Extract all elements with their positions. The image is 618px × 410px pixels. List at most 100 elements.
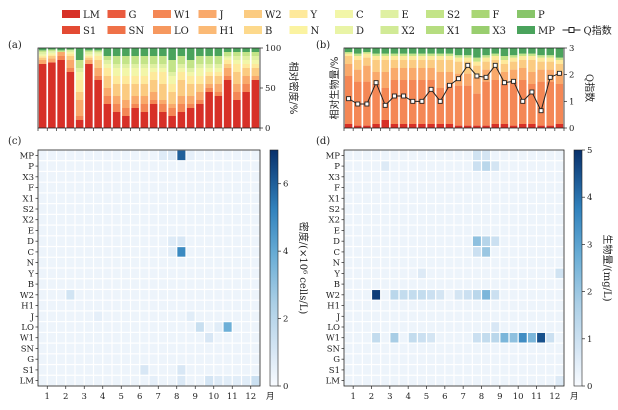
legend-swatch-h1 xyxy=(198,26,217,34)
heat-cell-s1-8 xyxy=(103,365,112,375)
bar-lm-7 xyxy=(399,124,408,128)
heat-cell-c-2 xyxy=(47,247,56,257)
y2-tick-label: 2 xyxy=(569,71,574,81)
heat-cell-n-8 xyxy=(103,257,112,268)
heat-cell-lm-3 xyxy=(362,375,371,386)
bar-w1-6 xyxy=(390,80,399,124)
bar-w2-22 xyxy=(537,61,545,70)
bar-c-17 xyxy=(186,72,195,76)
bar-s2-17 xyxy=(186,60,195,68)
heat-cell-lo-13 xyxy=(454,322,463,332)
bar-y-19 xyxy=(205,72,213,76)
bar-j-22 xyxy=(233,84,241,92)
bar-s2-4 xyxy=(66,49,75,51)
heat-cell-lo-10 xyxy=(121,322,130,332)
heat-cell-b-10 xyxy=(427,279,436,289)
heat-cell-w2-20 xyxy=(214,290,223,300)
heat-cell-x1-5 xyxy=(381,193,390,204)
heat-cell-s1-11 xyxy=(131,365,140,375)
heat-cell-sn-3 xyxy=(362,343,371,354)
heat-cell-lm-19 xyxy=(509,375,518,386)
heat-cell-sn-8 xyxy=(408,343,417,354)
heat-cell-p-18 xyxy=(500,161,509,171)
heat-cell-s1-12 xyxy=(140,365,149,375)
heat-cell-lo-21 xyxy=(223,322,232,332)
heat-cell-lo-8 xyxy=(408,322,417,332)
bar-w2-8 xyxy=(408,60,417,68)
heat-cell-e-17 xyxy=(491,225,500,236)
bar-e-24 xyxy=(251,56,260,60)
heat-cell-p-22 xyxy=(232,161,241,171)
bar-s2-19 xyxy=(205,56,213,64)
heat-cell-e-12 xyxy=(140,225,149,236)
heat-cell-sn-21 xyxy=(223,343,232,354)
heat-cell-x1-21 xyxy=(223,193,232,204)
row-label-lm: LM xyxy=(326,377,341,387)
heat-cell-f-22 xyxy=(537,182,546,193)
row-label-c: C xyxy=(27,248,34,258)
legend-swatch-x3 xyxy=(471,26,490,34)
heat-cell-s2-10 xyxy=(427,204,436,214)
heat-cell-x1-12 xyxy=(140,193,149,204)
heat-cell-f-18 xyxy=(500,182,509,193)
bar-y-18 xyxy=(500,60,509,64)
heat-cell-n-12 xyxy=(445,257,454,268)
heat-cell-sn-12 xyxy=(445,343,454,354)
heat-cell-h1-10 xyxy=(121,300,130,311)
heat-cell-p-23 xyxy=(546,161,555,171)
heat-cell-b-17 xyxy=(491,279,500,289)
bar-lm-13 xyxy=(454,125,463,128)
bar-j-8 xyxy=(103,88,112,96)
heat-cell-f-10 xyxy=(121,182,130,193)
bar-j-15 xyxy=(473,77,481,94)
heat-cell-c-8 xyxy=(103,247,112,257)
heat-cell-w1-12 xyxy=(445,332,454,343)
heat-cell-c-6 xyxy=(390,247,399,257)
heat-cell-e-20 xyxy=(518,225,527,236)
legend-swatch-lm xyxy=(62,10,80,18)
heat-cell-y-1 xyxy=(38,268,47,279)
heat-cell-p-13 xyxy=(454,161,463,171)
heat-cell-s2-16 xyxy=(177,204,186,214)
bar-j-1 xyxy=(38,60,47,64)
panel-label-a: (a) xyxy=(8,40,22,51)
bar-lm-18 xyxy=(500,124,509,128)
heat-cell-b-9 xyxy=(112,279,121,289)
heat-cell-b-19 xyxy=(509,279,518,289)
bar-y-23 xyxy=(546,57,555,62)
heat-cell-sn-10 xyxy=(121,343,130,354)
heat-cell-e-3 xyxy=(57,225,66,236)
heat-cell-b-14 xyxy=(158,279,167,289)
heat-cell-x1-7 xyxy=(399,193,408,204)
heat-cell-d-16 xyxy=(482,236,491,246)
bar-w2-10 xyxy=(122,84,130,100)
heat-cell-e-16 xyxy=(177,225,186,236)
heat-cell-d-7 xyxy=(399,236,408,246)
legend-q-marker xyxy=(568,27,575,33)
bar-mp-4 xyxy=(66,48,75,50)
heat-cell-w2-5 xyxy=(75,290,84,300)
heat-cell-lm-23 xyxy=(242,375,251,386)
bar-c-7 xyxy=(94,53,102,56)
bar-s2-24 xyxy=(251,52,260,56)
heat-cell-x2-6 xyxy=(390,214,399,225)
heat-cell-y-22 xyxy=(537,268,546,279)
heat-cell-h1-7 xyxy=(94,300,103,311)
x-tick-label: 4 xyxy=(100,392,105,402)
heat-cell-w1-4 xyxy=(66,332,75,343)
bar-lm-19 xyxy=(205,92,213,128)
heat-cell-j-7 xyxy=(94,311,103,322)
heat-cell-lo-1 xyxy=(344,322,353,332)
heat-cell-h1-19 xyxy=(509,300,518,311)
heat-cell-w1-17 xyxy=(186,332,195,343)
bar-lm-10 xyxy=(427,124,435,128)
bar-e-16 xyxy=(177,64,186,68)
bar-s2-3 xyxy=(363,52,371,54)
heat-cell-s2-3 xyxy=(362,204,371,214)
heat-cell-w1-2 xyxy=(353,332,362,343)
bar-j-21 xyxy=(528,72,536,84)
heat-cell-c-24 xyxy=(555,247,564,257)
heat-cell-e-4 xyxy=(66,225,75,236)
heat-cell-x3-2 xyxy=(47,172,56,182)
